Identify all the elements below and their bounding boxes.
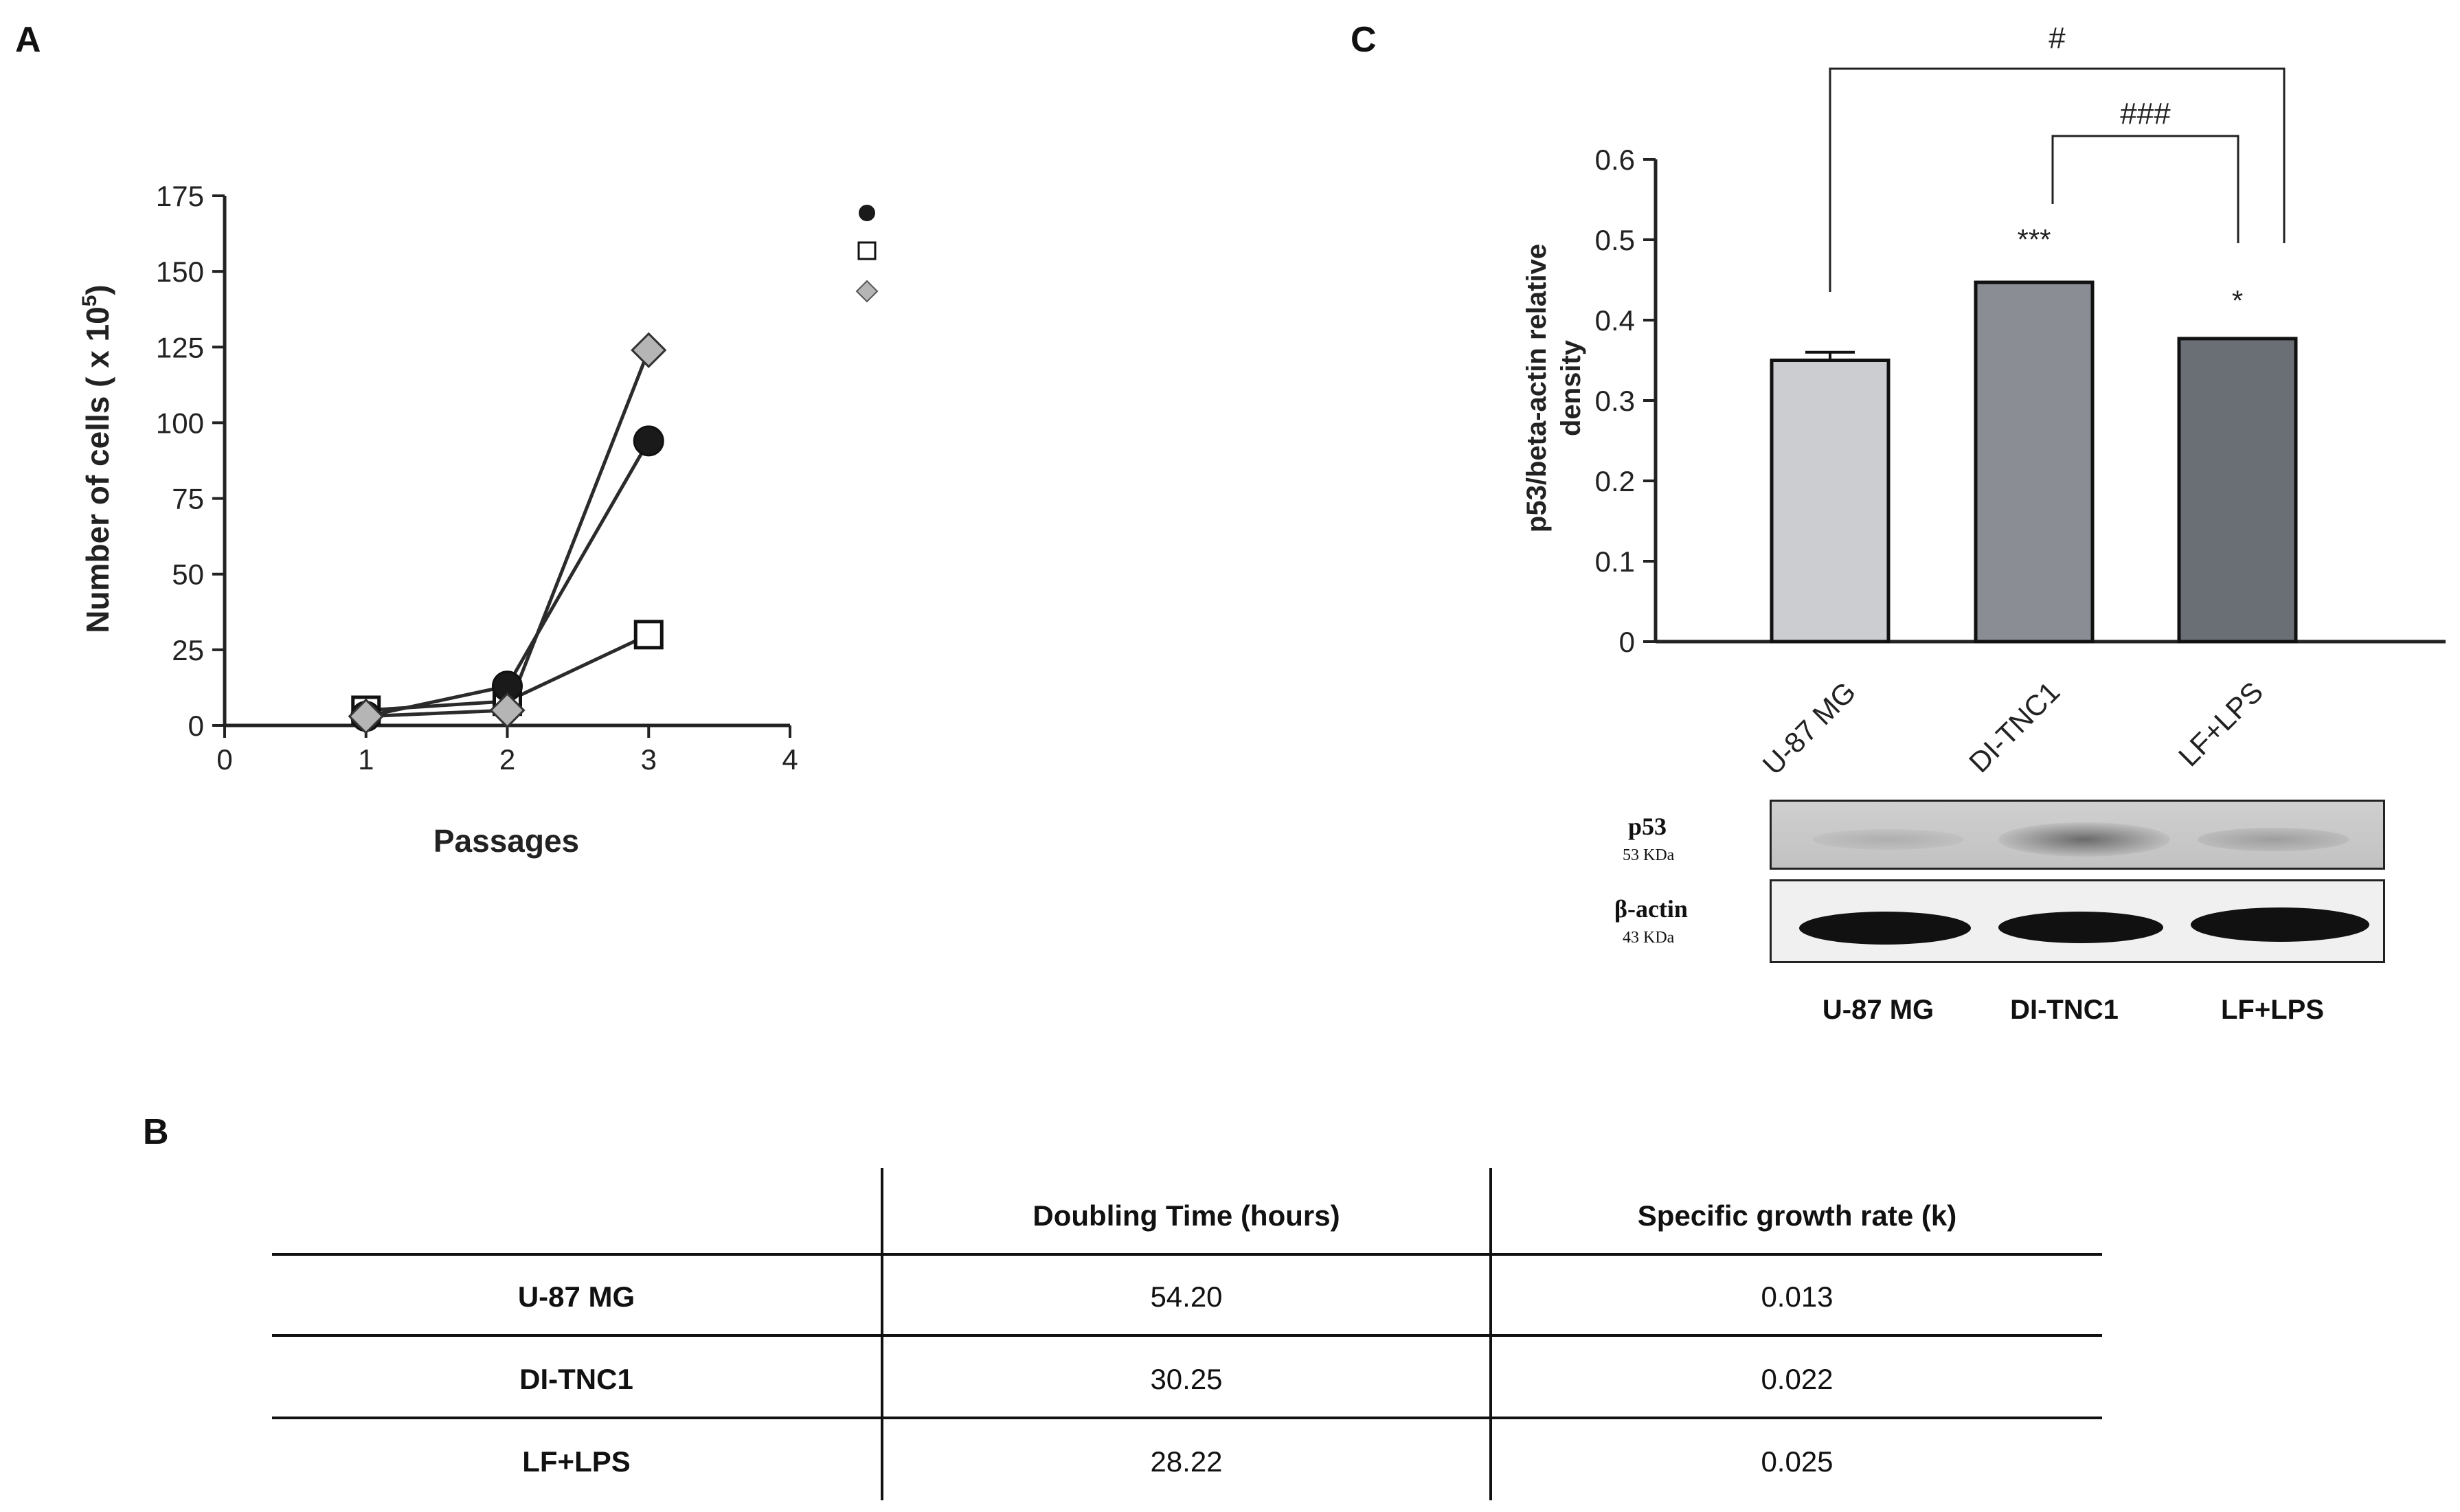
table-row-label-lf: LF+LPS <box>522 1445 631 1478</box>
a-point-diamond <box>489 692 526 729</box>
c-category-label: DI-TNC1 <box>1963 675 2066 778</box>
a-y-tick-label: 175 <box>156 180 204 212</box>
a-y-tick-label: 75 <box>172 483 204 515</box>
a-point-circle <box>633 425 664 457</box>
c-y-tick-label: 0.5 <box>1595 224 1635 256</box>
legend-marker-circle <box>859 205 875 221</box>
a-x-tick-label: 3 <box>641 743 657 776</box>
c-y-axis-label-line1: p53/beta-actin relative <box>1522 244 1552 532</box>
legend-marker-diamond <box>855 280 879 303</box>
a-x-tick-label: 2 <box>499 743 515 776</box>
table-cell-doubling-u87: 54.20 <box>1150 1280 1223 1313</box>
western-blot: p53 53 KDa β-actin 43 KDa U-87 MG DI-TNC… <box>1553 776 2411 1051</box>
a-y-tick-label: 0 <box>188 710 204 742</box>
a-x-axis-label: Passages <box>433 823 579 859</box>
blot-lane-label-u87: U-87 MG <box>1822 995 1934 1025</box>
blot-row-label-p53: p53 <box>1628 813 1667 840</box>
a-y-axis-label-close: ) <box>80 284 115 295</box>
table-rule-3 <box>272 1417 2102 1419</box>
a-y-axis-label: Number of cells ( x 105) <box>78 284 115 633</box>
a-x-tick-label: 4 <box>782 743 798 776</box>
blot-row-kda-actin: 43 KDa <box>1623 929 1675 947</box>
c-significance-marker: *** <box>2017 223 2051 256</box>
c-y-tick-label: 0.1 <box>1595 545 1635 578</box>
table-rule-2 <box>272 1334 2102 1337</box>
c-y-tick-label: 0 <box>1619 626 1635 658</box>
blot-band-p53-di <box>1998 822 2170 857</box>
panel-label-b: B <box>143 1112 169 1152</box>
c-significance-marker: * <box>2232 284 2243 317</box>
blot-band-p53-lf <box>2198 828 2349 851</box>
c-bracket-label: ### <box>2120 97 2171 131</box>
c-category-label: LF+LPS <box>2172 675 2269 772</box>
a-x-tick-label: 1 <box>358 743 374 776</box>
table-rule-1 <box>272 1253 2102 1256</box>
blot-band-actin-u87 <box>1799 912 1971 945</box>
a-legend: DI-TNC1U-87 MGLF+LPS <box>855 205 879 303</box>
a-y-axis-label-main: Number of cells ( x 10 <box>80 306 115 633</box>
a-y-tick-label: 25 <box>172 634 204 666</box>
c-y-tick-label: 0.3 <box>1595 385 1635 417</box>
panel-label-c: C <box>1351 20 1377 60</box>
a-y-axis-label-exponent: 5 <box>78 295 101 307</box>
c-y-axis-label-line2: density <box>1556 339 1586 436</box>
blot-lane-label-lf: LF+LPS <box>2220 995 2325 1025</box>
a-y-tick-label: 50 <box>172 558 204 591</box>
c-bracket-label: # <box>2049 21 2066 55</box>
a-point-square <box>633 620 664 650</box>
blot-band-actin-di <box>1998 912 2163 943</box>
c-y-tick-label: 0.2 <box>1595 465 1635 497</box>
c-y-tick-label: 0.6 <box>1595 144 1635 176</box>
growth-line-chart: 0 25 50 75 100 125 150 175 0 1 2 3 4 Passages Number… <box>78 180 879 859</box>
a-x-tick-label: 0 <box>216 743 232 776</box>
blot-row-label-actin: β-actin <box>1614 895 1688 923</box>
table-row-label-u87: U-87 MG <box>517 1280 635 1313</box>
table-cell-k-di: 0.022 <box>1761 1363 1833 1395</box>
panel-label-a: A <box>15 20 41 60</box>
legend-marker-square <box>857 241 877 260</box>
table-row-label-di: DI-TNC1 <box>519 1363 633 1395</box>
table-cell-doubling-di: 30.25 <box>1150 1363 1223 1395</box>
table-header-doubling: Doubling Time (hours) <box>1032 1199 1340 1232</box>
c-bracket-di-lf <box>2051 135 2239 243</box>
blot-band-p53-u87 <box>1813 829 1964 850</box>
blot-row-kda-p53: 53 KDa <box>1623 846 1675 864</box>
table-header-k: Specific growth rate (k) <box>1637 1199 1957 1232</box>
c-y-tick-label: 0.4 <box>1595 304 1635 337</box>
a-y-tick-label: 100 <box>156 407 204 439</box>
c-category-label: U-87 MG <box>1757 675 1862 781</box>
c-bar <box>1770 359 1891 644</box>
a-series-line-diamond <box>365 349 651 719</box>
a-y-tick-label: 125 <box>156 331 204 363</box>
c-bar <box>1974 280 2095 644</box>
c-bracket-u87-lf <box>1829 67 2286 292</box>
a-point-diamond <box>631 332 667 368</box>
a-y-tick-label: 150 <box>156 256 204 288</box>
table-cell-doubling-lf: 28.22 <box>1150 1445 1223 1478</box>
blot-lane-label-di: DI-TNC1 <box>2010 995 2119 1025</box>
table-cell-k-lf: 0.025 <box>1761 1445 1833 1478</box>
blot-strip-p53 <box>1770 800 2385 870</box>
table-cell-k-u87: 0.013 <box>1761 1280 1833 1313</box>
a-point-diamond <box>348 698 384 734</box>
c-bar <box>2177 337 2298 644</box>
blot-strip-actin <box>1770 879 2385 963</box>
blot-band-actin-lf <box>2191 907 2369 942</box>
